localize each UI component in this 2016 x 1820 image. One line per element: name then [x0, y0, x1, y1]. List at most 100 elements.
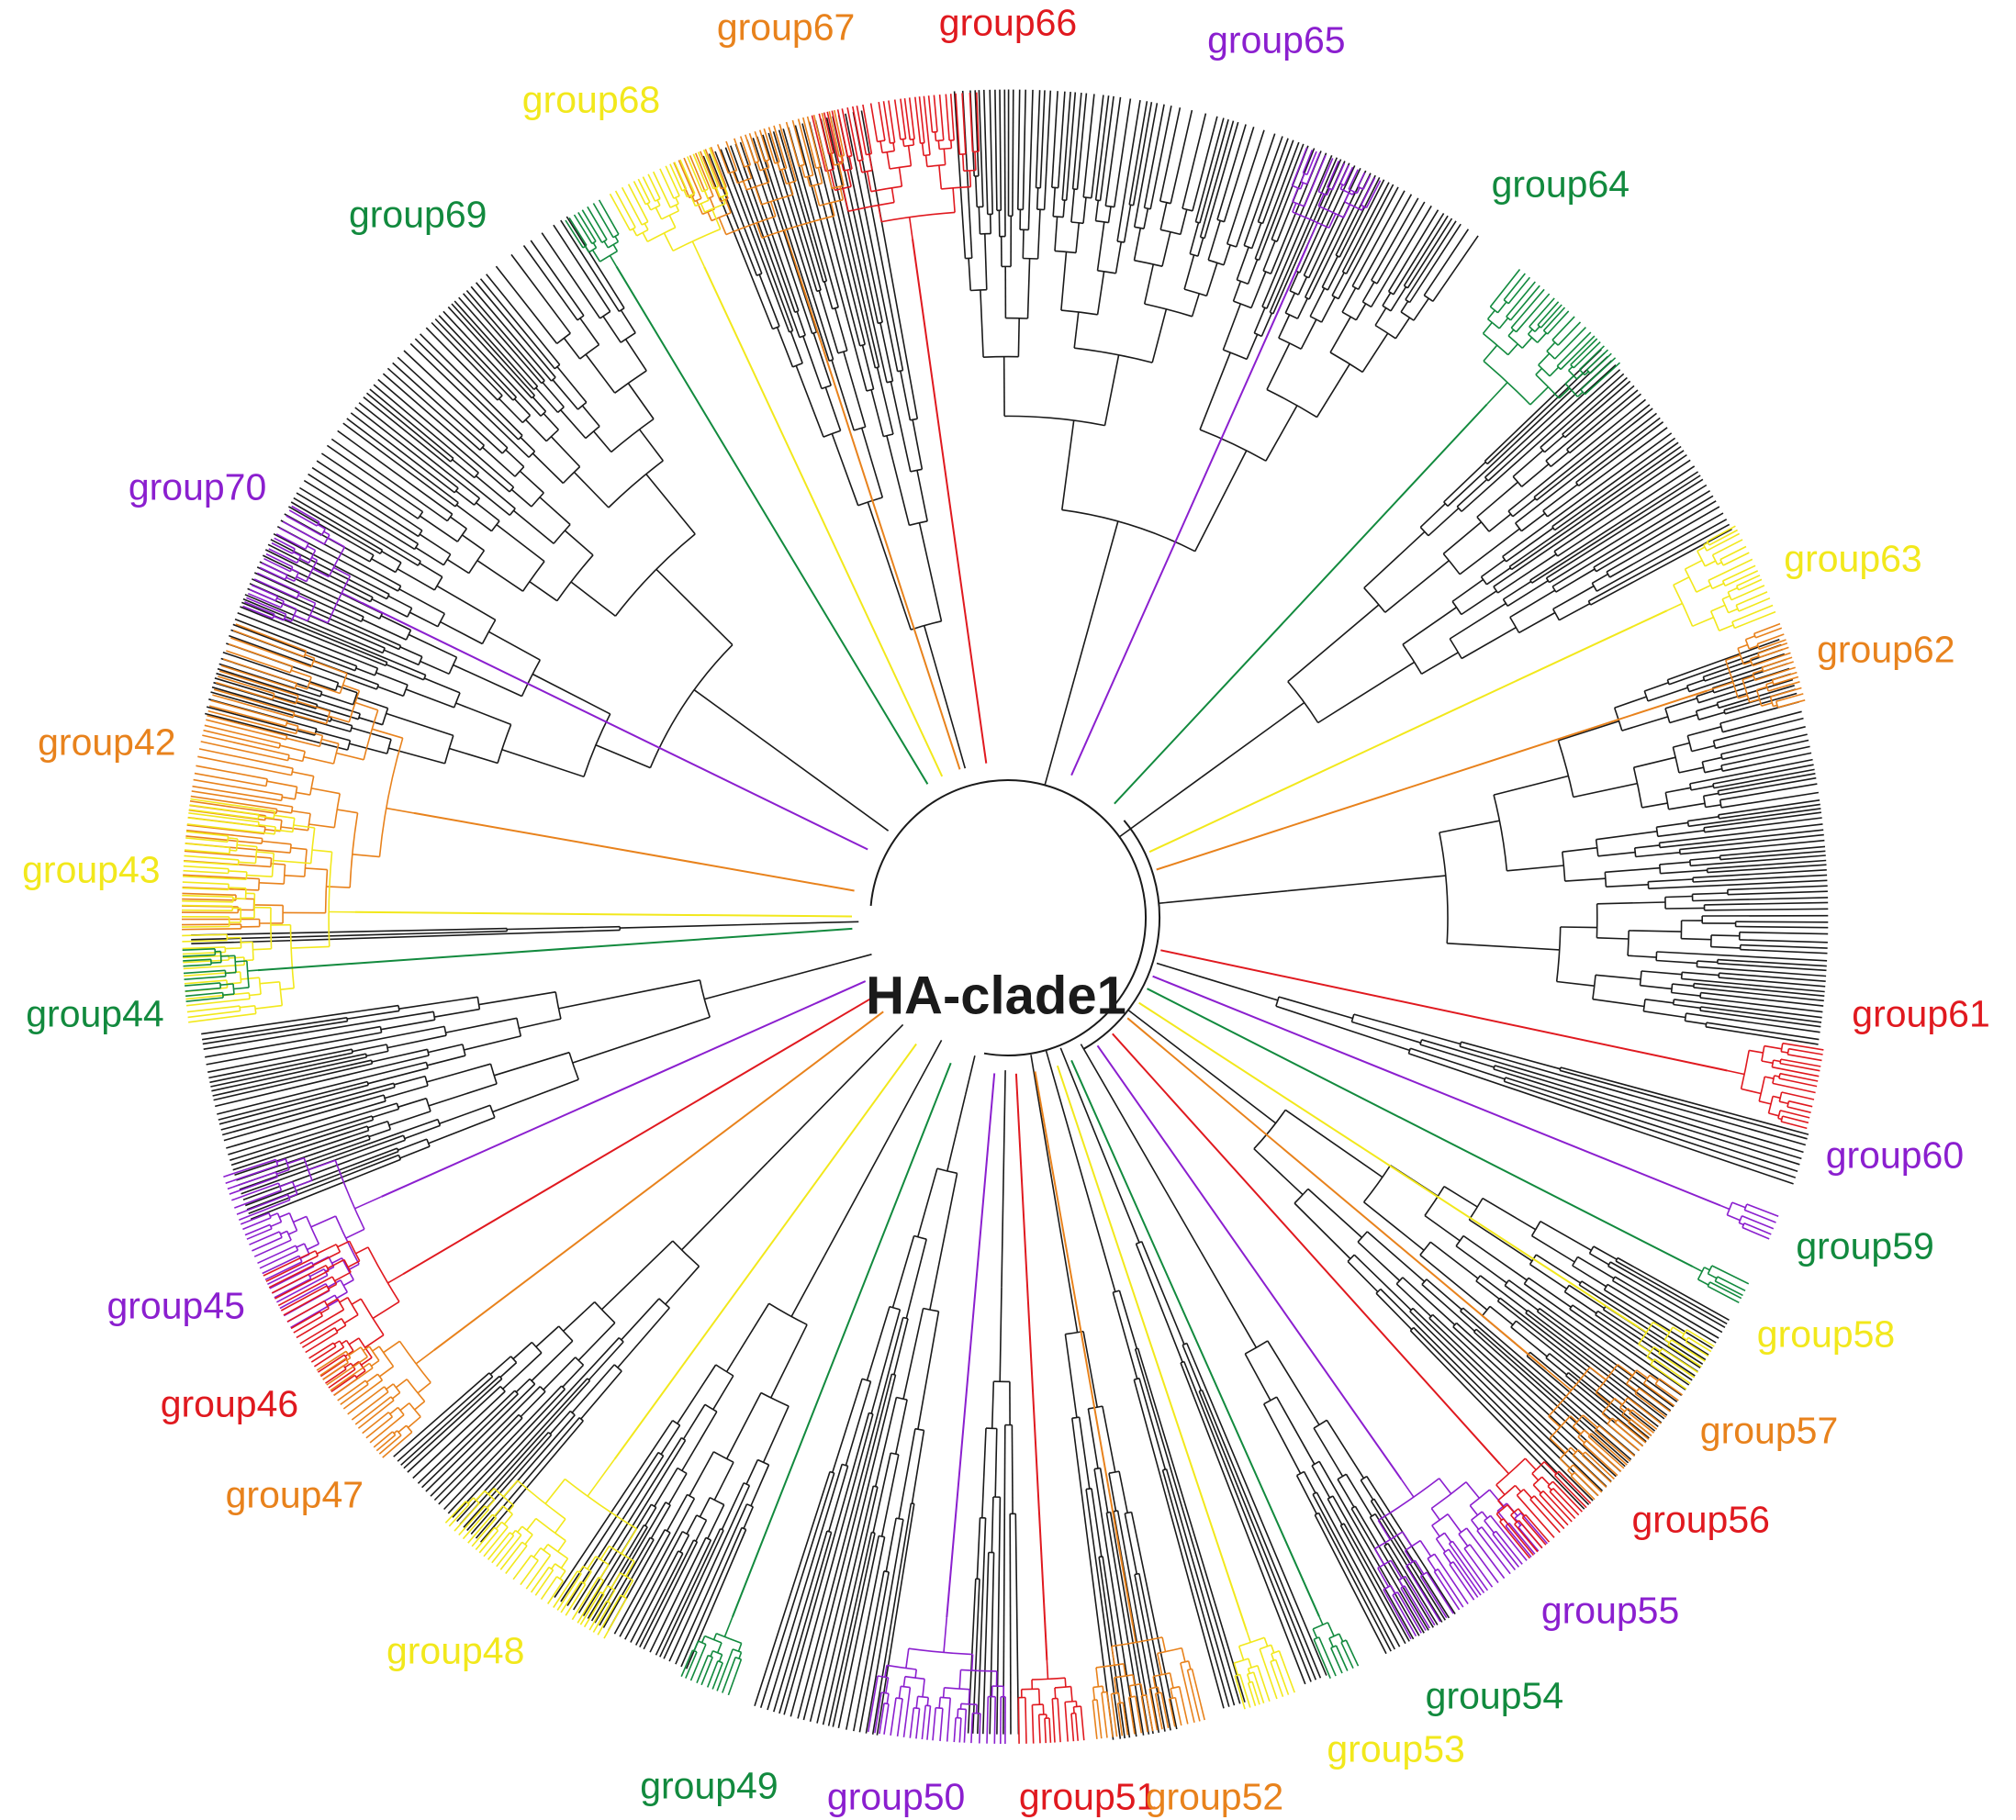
clade-stem-group51 — [1014, 1073, 1048, 1660]
tip-branch — [421, 1393, 519, 1489]
tip-branch — [1151, 308, 1168, 363]
group-label-group70: group70 — [128, 465, 267, 508]
clade-group48 — [493, 1505, 504, 1517]
tip-branch — [1596, 500, 1717, 573]
group-label-group62: group62 — [1817, 628, 1955, 671]
group-label-group59: group59 — [1796, 1224, 1934, 1267]
tip-branch — [405, 630, 412, 641]
clade-group42 — [204, 724, 281, 744]
tip-branch — [431, 321, 503, 396]
tip-branch — [1678, 849, 1681, 854]
clade-group67 — [839, 186, 845, 200]
clade-group59 — [1709, 1281, 1742, 1300]
tip-branch — [1452, 1326, 1617, 1478]
tip-branch — [1555, 568, 1596, 593]
tip-branch — [1138, 1378, 1167, 1470]
clade-group47 — [333, 1367, 374, 1397]
clade-group48 — [554, 1518, 566, 1534]
tip-branch — [466, 1434, 553, 1532]
tip-branch — [870, 389, 885, 437]
clade-group46 — [316, 1244, 337, 1255]
clade-group48 — [579, 1591, 601, 1625]
clade-group42 — [290, 806, 294, 813]
tip-branch — [577, 1322, 616, 1361]
clade-group45 — [234, 1189, 282, 1209]
tip-branch — [1664, 708, 1671, 723]
clade-group70 — [286, 515, 322, 537]
tip-branch — [495, 265, 558, 344]
clade-group65 — [1300, 173, 1305, 183]
clade-group52 — [1132, 1625, 1137, 1643]
tip-branch — [1402, 643, 1423, 675]
clade-group42 — [235, 623, 307, 652]
tip-branch — [1679, 833, 1824, 851]
tip-branch — [1488, 513, 1512, 532]
tip-branch — [1370, 1500, 1446, 1621]
clade-group65 — [1306, 222, 1318, 247]
clade-group67 — [683, 157, 702, 199]
tip-branch — [1250, 222, 1262, 249]
tip-branch — [1201, 1390, 1322, 1679]
clade-group45 — [227, 1171, 276, 1190]
tip-branch — [1350, 1013, 1355, 1022]
tip-branch — [696, 1514, 707, 1522]
tip-branch — [876, 367, 894, 435]
clade-group48 — [551, 1563, 556, 1569]
tip-branch — [1118, 1470, 1128, 1513]
tip-branch — [1102, 1556, 1131, 1738]
clade-group65 — [1362, 174, 1372, 190]
clade-group58 — [1638, 1326, 1647, 1334]
tip-branch — [474, 472, 479, 479]
group-label-group54: group54 — [1425, 1674, 1564, 1717]
tip-branch — [1253, 1109, 1286, 1150]
tip-branch — [991, 1496, 994, 1553]
clade-group51 — [1075, 1701, 1078, 1707]
clade-group64 — [1551, 316, 1575, 341]
clade-group69 — [609, 255, 618, 267]
clade-group55 — [1400, 1479, 1415, 1498]
clade-group66 — [892, 142, 896, 151]
clade-group47 — [337, 1379, 366, 1401]
clade-group53 — [1233, 1662, 1239, 1676]
clade-group62 — [1770, 687, 1802, 698]
clade-group61 — [1764, 1076, 1775, 1079]
clade-group63 — [1708, 529, 1738, 546]
tip-branch — [1216, 218, 1225, 223]
clade-group62 — [1773, 676, 1799, 686]
tip-branch — [796, 311, 806, 336]
tip-branch — [1296, 297, 1308, 319]
clade-group60 — [1743, 1222, 1772, 1235]
tip-branch — [1604, 872, 1607, 888]
clade-group46 — [326, 1298, 339, 1306]
tip-branch — [1133, 103, 1159, 228]
tip-branch — [1266, 388, 1317, 419]
clade-group44 — [185, 982, 220, 987]
tip-branch — [752, 138, 818, 333]
tip-branch — [1243, 136, 1283, 246]
tip-branch — [1735, 921, 1829, 923]
clade-group70 — [253, 578, 297, 599]
clade-group48 — [500, 1521, 509, 1528]
clade-group69 — [598, 199, 620, 235]
clade-group56 — [1499, 1521, 1531, 1559]
group-label-group55: group55 — [1540, 1589, 1680, 1632]
tip-branch — [1518, 611, 1556, 634]
tip-branch — [725, 1392, 762, 1459]
tip-branch — [191, 929, 621, 944]
tip-branch — [217, 1061, 427, 1115]
clade-group53 — [1247, 1668, 1251, 1674]
clade-group45 — [231, 1182, 279, 1201]
clade-group42 — [270, 857, 273, 867]
tip-branch — [1590, 528, 1732, 606]
tip-branch — [860, 427, 884, 498]
tip-branch — [1689, 758, 1813, 785]
tip-branch — [1674, 999, 1822, 1019]
clade-group48 — [577, 1580, 605, 1624]
tip-branch — [409, 611, 439, 628]
clade-stem-group54 — [1070, 1059, 1320, 1617]
clade-group58 — [1672, 1326, 1685, 1335]
tip-branch — [1486, 352, 1606, 465]
clade-group68 — [647, 173, 661, 199]
tip-branch — [220, 1082, 395, 1131]
tip-branch — [535, 387, 559, 413]
